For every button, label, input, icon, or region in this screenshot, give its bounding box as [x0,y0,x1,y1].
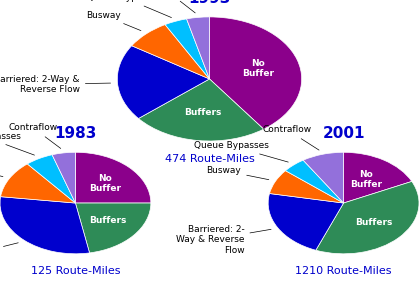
Text: Queue Bypasses: Queue Bypasses [194,142,288,162]
Text: Busway: Busway [86,11,141,31]
Text: No
Buffer: No Buffer [242,59,274,78]
Wedge shape [138,79,264,141]
Wedge shape [344,152,412,203]
Text: Queue Bypasses: Queue Bypasses [0,132,34,155]
Text: Queue Bypasses: Queue Bypasses [87,0,171,17]
Text: Busway: Busway [0,162,3,177]
Text: Contraflow: Contraflow [144,0,195,13]
Text: 1993: 1993 [188,0,231,6]
Wedge shape [186,17,210,79]
Text: 474 Route-Miles: 474 Route-Miles [165,154,254,164]
Wedge shape [165,19,210,79]
Wedge shape [210,17,302,129]
Text: 2001: 2001 [322,126,365,141]
Wedge shape [27,155,75,203]
Text: No
Buffer: No Buffer [89,174,121,193]
Text: Barriered: 2-Way &
Reverse Flow: Barriered: 2-Way & Reverse Flow [0,243,18,268]
Text: Busway: Busway [207,166,269,180]
Wedge shape [268,193,344,250]
Wedge shape [132,25,210,79]
Wedge shape [285,160,344,203]
Wedge shape [269,171,344,203]
Text: Barriered: 2-
Way & Reverse
Flow: Barriered: 2- Way & Reverse Flow [176,225,271,255]
Text: Contraflow: Contraflow [263,125,319,150]
Wedge shape [117,46,210,118]
Wedge shape [316,181,419,254]
Wedge shape [52,152,75,203]
Text: Contraflow: Contraflow [9,123,61,148]
Wedge shape [0,164,75,203]
Text: Barriered: 2-Way &
Reverse Flow: Barriered: 2-Way & Reverse Flow [0,75,111,94]
Wedge shape [303,152,344,203]
Wedge shape [75,152,151,203]
Text: Buffers: Buffers [89,216,126,225]
Text: 125 Route-Miles: 125 Route-Miles [31,266,120,276]
Text: Buffers: Buffers [184,108,222,117]
Text: 1210 Route-Miles: 1210 Route-Miles [295,266,392,276]
Text: No
Buffer: No Buffer [350,170,382,189]
Text: Buffers: Buffers [355,218,393,227]
Wedge shape [0,197,90,254]
Wedge shape [75,203,151,253]
Text: 1983: 1983 [54,126,97,141]
